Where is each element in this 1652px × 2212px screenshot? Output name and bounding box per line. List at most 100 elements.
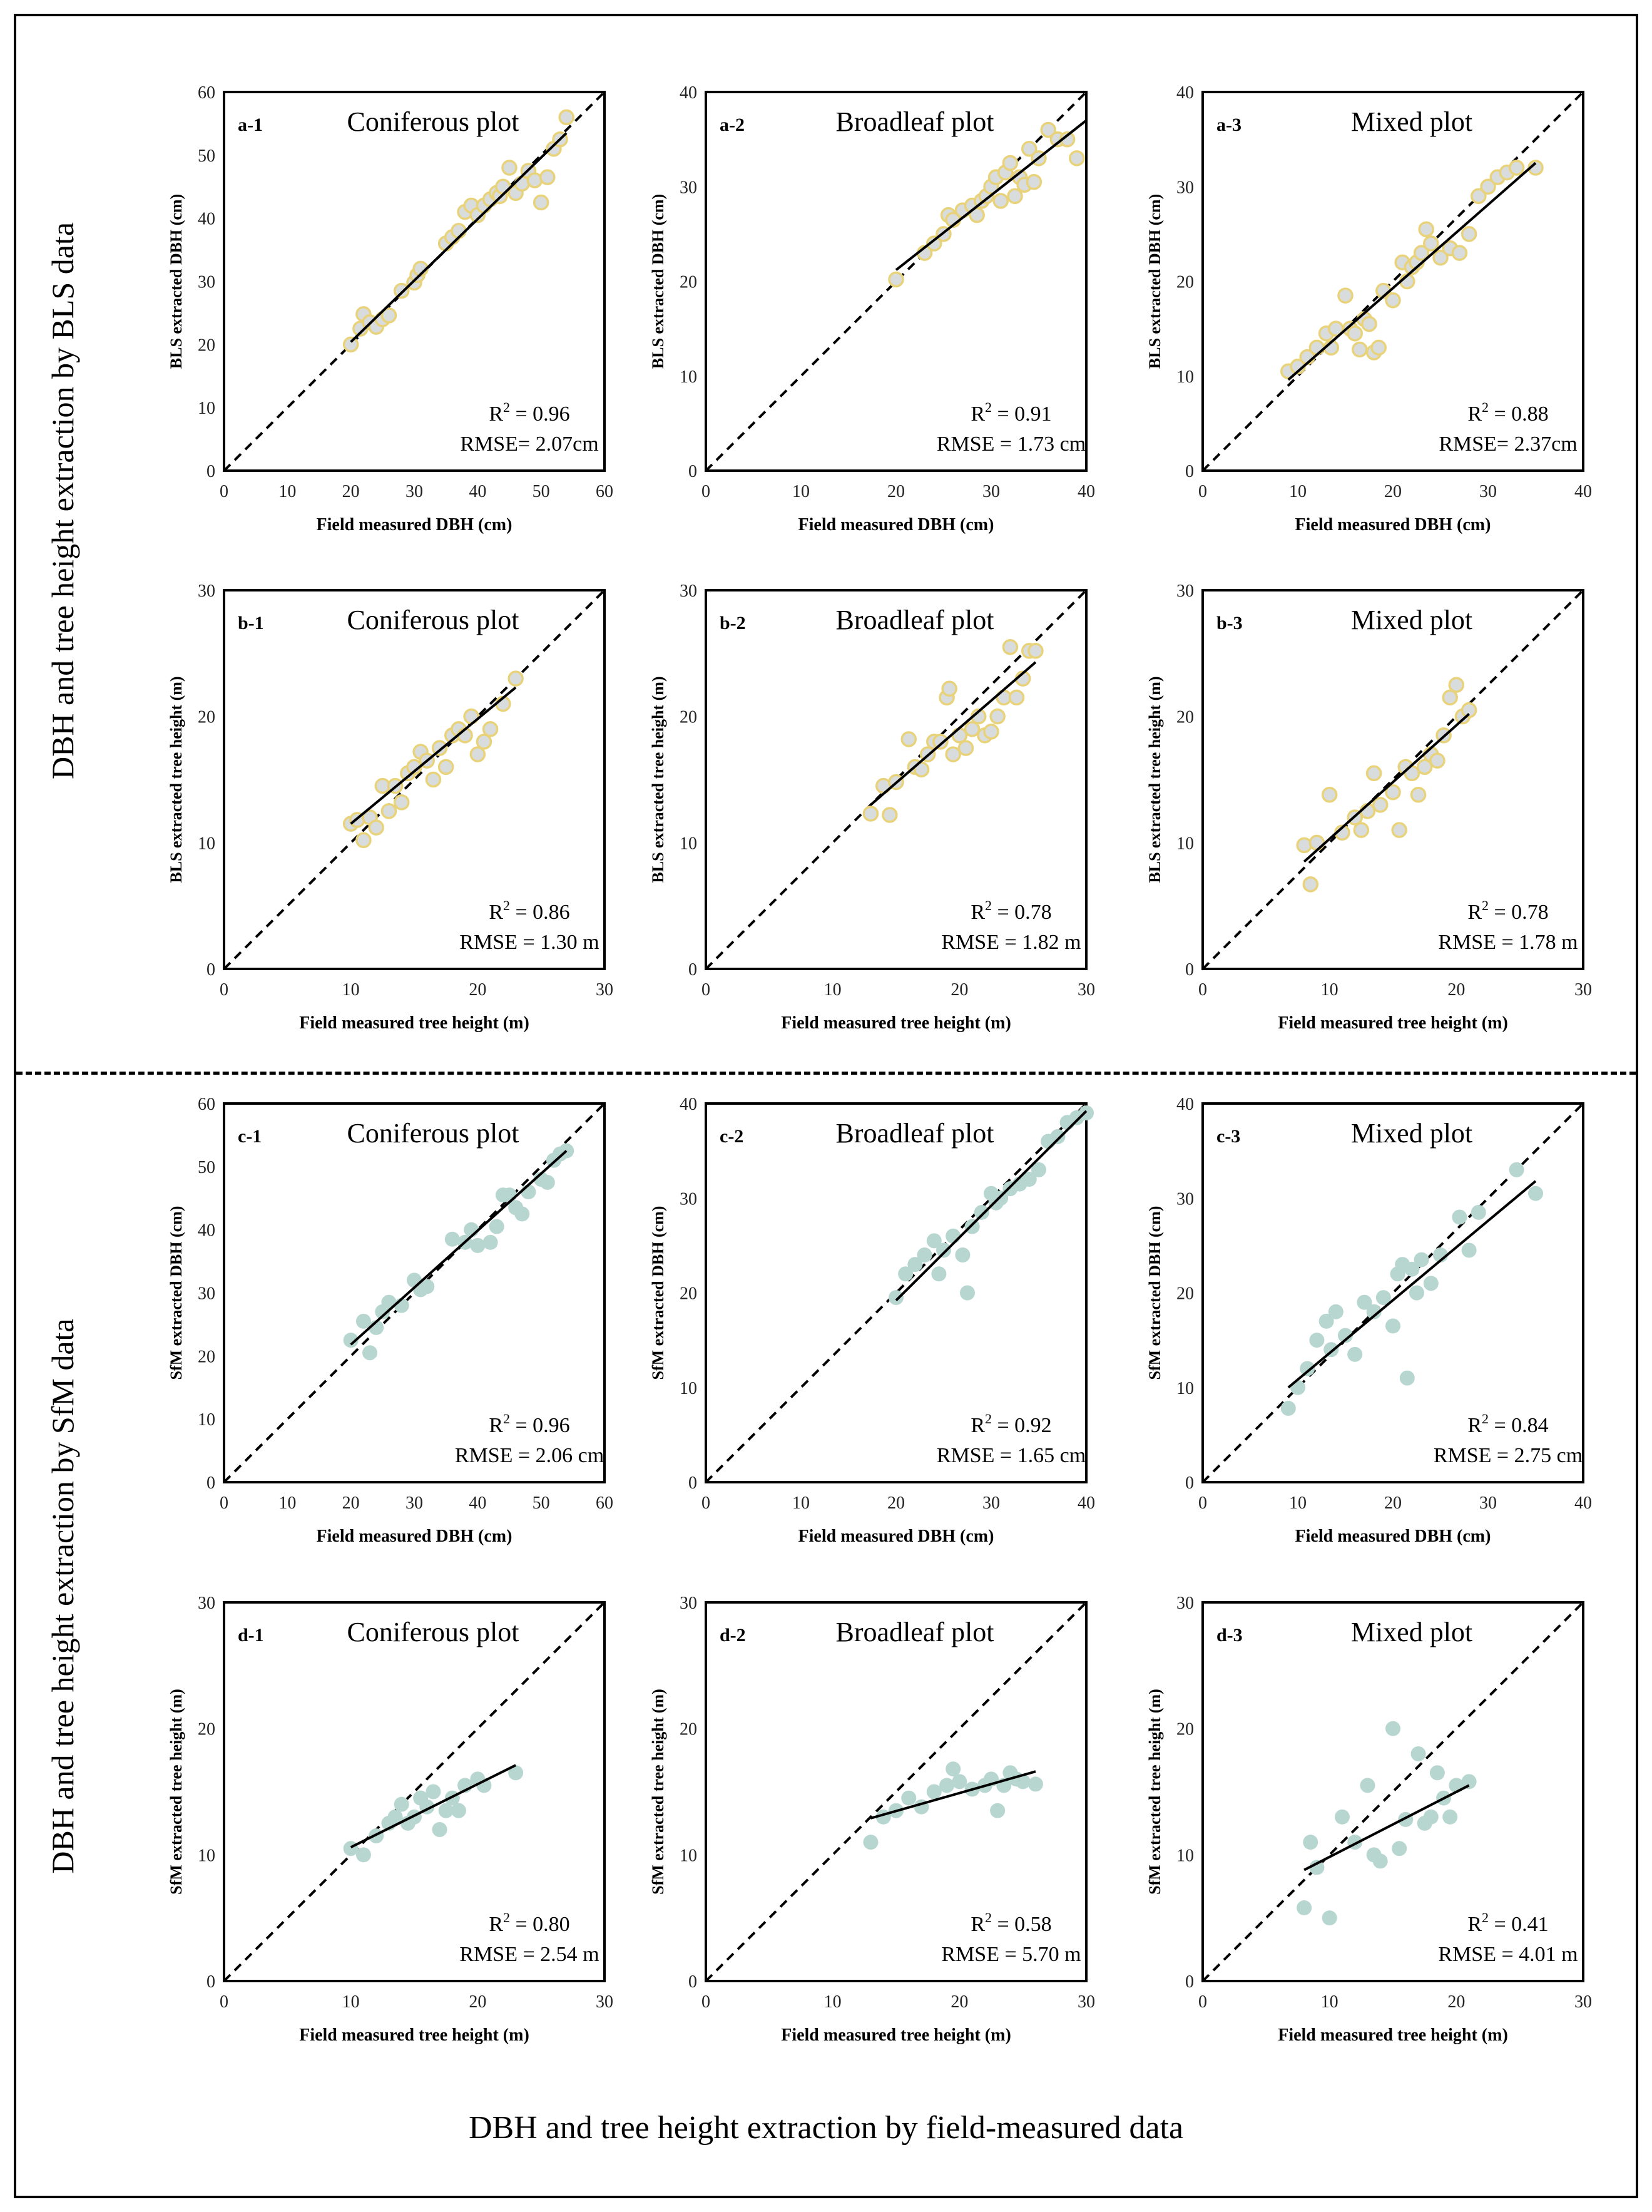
y-tick-label: 20 bbox=[1176, 1284, 1194, 1304]
data-point bbox=[394, 1796, 409, 1812]
data-point bbox=[1385, 1318, 1400, 1334]
y-tick-label: 30 bbox=[680, 178, 697, 197]
y-axis-label: SfM extracted DBH (cm) bbox=[1146, 1206, 1164, 1380]
y-tick-label: 0 bbox=[688, 1473, 697, 1493]
data-point bbox=[1297, 1900, 1312, 1916]
x-tick-label: 10 bbox=[1289, 482, 1307, 501]
chart-c-1: 00 10 10 20 20 30 30 40 40 50 50 60 60 c-1 Coniferous … bbox=[167, 1095, 613, 1546]
data-point bbox=[1021, 141, 1038, 157]
y-axis-label: BLS extracted tree height (m) bbox=[649, 676, 667, 883]
regression-line bbox=[895, 119, 1088, 271]
data-point bbox=[1309, 1860, 1325, 1875]
y-tick-label: 20 bbox=[1176, 1720, 1194, 1739]
data-point bbox=[1337, 287, 1354, 304]
data-point bbox=[1442, 689, 1458, 706]
data-point bbox=[993, 1190, 1009, 1206]
data-point bbox=[989, 708, 1006, 725]
plot-frame bbox=[705, 1102, 1088, 1483]
y-tick-label: 10 bbox=[1176, 1846, 1194, 1865]
y-axis-label: BLS extracted DBH (cm) bbox=[649, 194, 667, 369]
y-tick-label: 40 bbox=[198, 1221, 215, 1241]
data-point bbox=[1461, 702, 1477, 719]
regression-line bbox=[350, 1764, 517, 1849]
data-point bbox=[913, 761, 930, 778]
plot-frame bbox=[223, 91, 606, 472]
y-tick-label: 0 bbox=[206, 960, 215, 980]
regression-line bbox=[870, 661, 1037, 806]
y-tick-label: 0 bbox=[206, 1473, 215, 1493]
x-tick-label: 30 bbox=[1479, 1493, 1497, 1513]
y-tick-label: 20 bbox=[198, 708, 215, 727]
y-tick-label: 30 bbox=[198, 273, 215, 292]
panel-label: d-2 bbox=[720, 1625, 746, 1646]
data-point bbox=[1409, 1285, 1424, 1301]
plot-frame bbox=[223, 1102, 606, 1483]
data-point bbox=[1423, 235, 1439, 252]
rmse-value: RMSE = 1.78 m bbox=[1438, 931, 1578, 954]
y-tick-label: 0 bbox=[1185, 1972, 1194, 1992]
data-point bbox=[1399, 1370, 1415, 1386]
data-point bbox=[1471, 1204, 1486, 1220]
regression-line bbox=[350, 1150, 568, 1346]
data-point bbox=[1079, 1105, 1094, 1121]
chart-b-2: 00 10 10 20 20 30 30 b-2 Broadleaf plot R2 = 0.78… bbox=[649, 581, 1095, 1033]
data-point bbox=[558, 109, 574, 126]
r2-value: R2 = 0.91 bbox=[971, 399, 1051, 426]
data-point bbox=[1303, 1835, 1318, 1850]
rmse-value: RMSE= 2.37cm bbox=[1439, 433, 1577, 456]
chart-c-2: 00 10 10 20 20 30 30 40 40 c-2 Broadleaf plot R2 = … bbox=[649, 1095, 1095, 1546]
data-point bbox=[355, 1847, 371, 1863]
data-point bbox=[1410, 1746, 1426, 1761]
x-tick-label: 0 bbox=[701, 1493, 710, 1513]
y-axis-label: BLS extracted tree height (m) bbox=[167, 676, 185, 883]
data-point bbox=[1026, 173, 1043, 190]
x-tick-label: 20 bbox=[1384, 482, 1402, 501]
regression-line bbox=[1303, 1784, 1470, 1871]
y-axis-label: BLS extracted tree height (m) bbox=[1146, 676, 1164, 883]
x-tick-label: 0 bbox=[1198, 1992, 1207, 2012]
regression-line bbox=[870, 1770, 1036, 1820]
data-point bbox=[941, 680, 957, 697]
x-tick-label: 30 bbox=[405, 482, 423, 501]
x-tick-label: 20 bbox=[887, 482, 905, 501]
r2-value: R2 = 0.96 bbox=[489, 399, 569, 426]
x-tick-label: 0 bbox=[220, 482, 228, 501]
data-point bbox=[932, 734, 949, 750]
r2-value: R2 = 0.58 bbox=[971, 1910, 1051, 1936]
panel-title: Broadleaf plot bbox=[836, 1617, 994, 1647]
x-tick-label: 20 bbox=[887, 1493, 905, 1513]
data-point bbox=[1008, 689, 1025, 706]
x-axis-label: Field measured DBH (cm) bbox=[1295, 515, 1491, 535]
panel-title: Mixed plot bbox=[1351, 106, 1472, 137]
data-point bbox=[1423, 1809, 1439, 1825]
data-point bbox=[983, 724, 999, 740]
y-tick-label: 30 bbox=[680, 1594, 697, 1613]
data-point bbox=[1007, 188, 1023, 205]
data-point bbox=[917, 1247, 932, 1262]
plot-frame bbox=[1201, 1601, 1584, 1982]
data-point bbox=[1334, 1809, 1350, 1825]
chart-a-1: 00 10 10 20 20 30 30 40 40 50 50 60 60 a-1 Coniferous … bbox=[167, 83, 613, 535]
plot-frame bbox=[223, 1601, 606, 1982]
panel-label: d-3 bbox=[1216, 1625, 1243, 1646]
data-point bbox=[444, 1231, 460, 1247]
data-point bbox=[1410, 786, 1427, 803]
data-point bbox=[526, 172, 543, 188]
data-point bbox=[1528, 1185, 1543, 1201]
chart-a-2: 00 10 10 20 20 30 30 40 40 a-2 Broadleaf plot R2 = … bbox=[649, 83, 1095, 535]
data-point bbox=[507, 670, 524, 687]
r2-value: R2 = 0.78 bbox=[971, 898, 1051, 924]
data-point bbox=[946, 1228, 961, 1244]
y-tick-label: 0 bbox=[1185, 462, 1194, 481]
y-tick-label: 0 bbox=[206, 1972, 215, 1992]
y-axis-label: SfM extracted DBH (cm) bbox=[649, 1206, 667, 1380]
data-point bbox=[926, 1233, 942, 1249]
regression-line bbox=[895, 1110, 1088, 1302]
data-point bbox=[955, 1247, 971, 1262]
data-point bbox=[1015, 1774, 1031, 1790]
data-point bbox=[387, 1809, 403, 1825]
x-tick-label: 0 bbox=[220, 1992, 228, 2012]
data-point bbox=[1391, 822, 1407, 838]
x-tick-label: 40 bbox=[469, 482, 486, 501]
